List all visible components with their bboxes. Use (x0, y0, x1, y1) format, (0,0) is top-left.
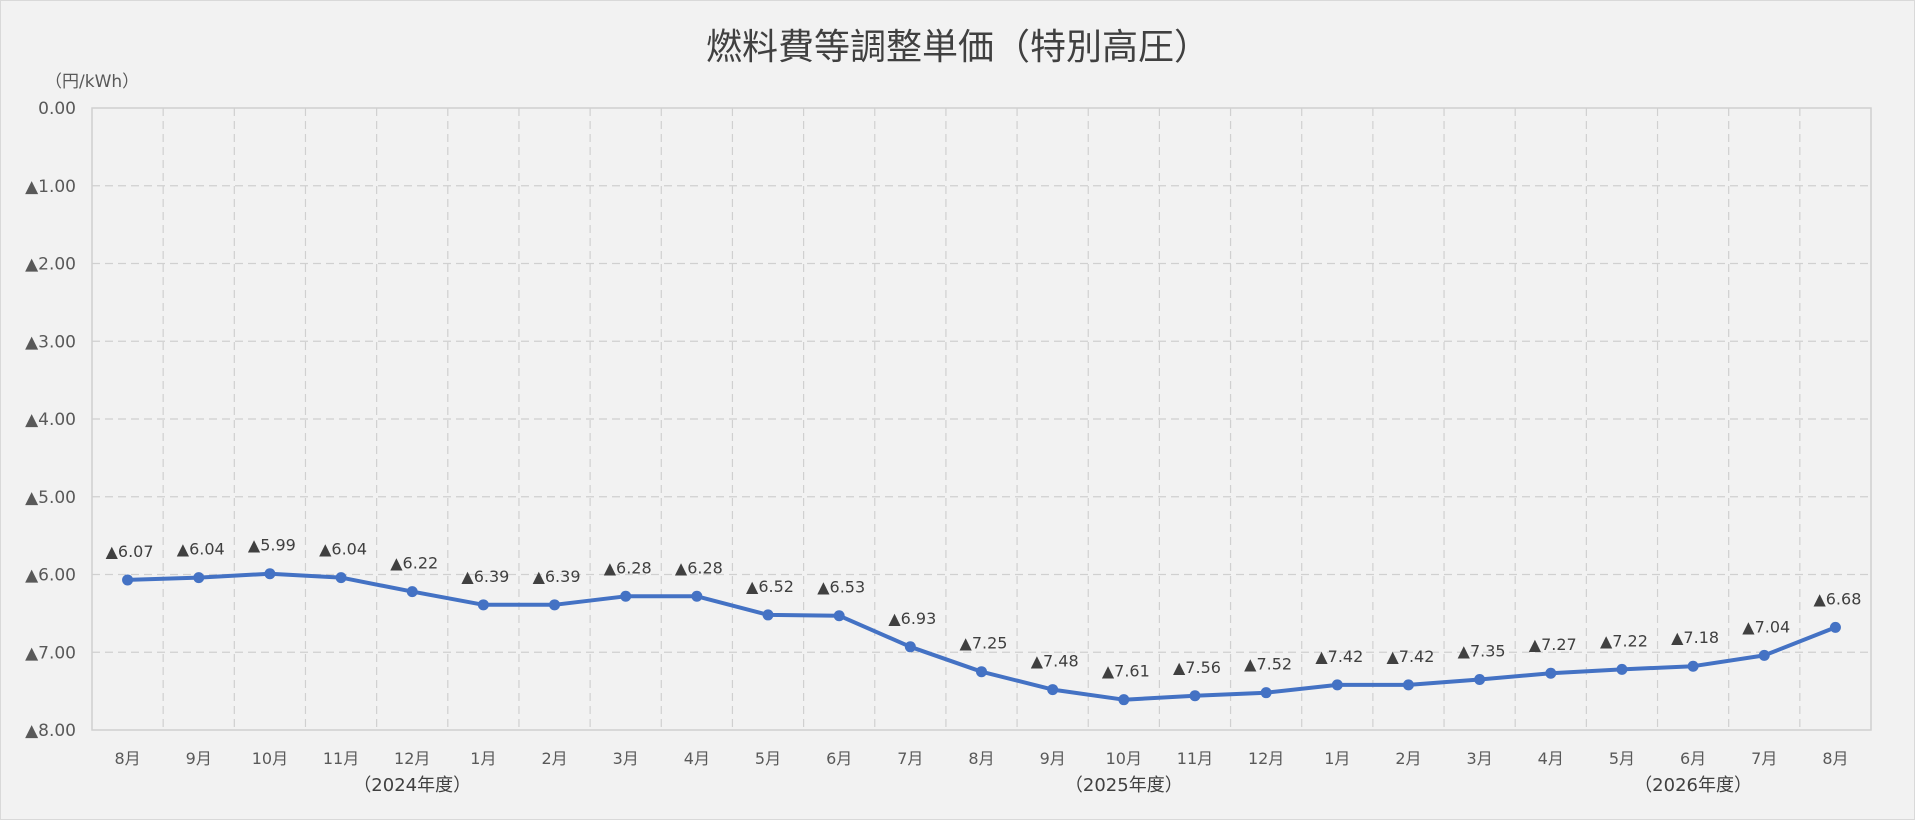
data-label: ▲7.35 (1458, 641, 1506, 660)
data-label: ▲6.28 (604, 558, 652, 577)
data-label: ▲6.28 (675, 558, 723, 577)
data-point (904, 641, 916, 653)
grid (92, 108, 1871, 730)
x-tick-label: 4月 (1538, 749, 1564, 768)
data-label: ▲7.25 (960, 634, 1008, 653)
data-point (122, 574, 134, 586)
y-tick-label: ▲5.00 (25, 488, 76, 508)
data-label: ▲7.42 (1386, 647, 1434, 666)
data-point (1260, 687, 1272, 699)
data-point (833, 610, 845, 622)
data-label: ▲5.99 (248, 536, 296, 555)
x-tick-label: 10月 (1106, 749, 1142, 768)
data-label: ▲7.22 (1600, 631, 1648, 650)
data-label: ▲6.93 (888, 609, 936, 628)
data-label: ▲6.53 (817, 578, 865, 597)
data-point (335, 572, 347, 584)
data-label: ▲7.56 (1173, 658, 1221, 677)
data-label: ▲7.27 (1529, 635, 1577, 654)
y-tick-label: ▲3.00 (25, 332, 76, 352)
data-point (976, 666, 987, 678)
x-tick-label: 8月 (968, 749, 994, 768)
y-tick-label: 0.00 (38, 99, 76, 119)
x-tick-label: 7月 (897, 749, 923, 768)
x-tick-label: 12月 (1248, 749, 1284, 768)
series (122, 568, 1841, 706)
x-tick-label: 2月 (1395, 749, 1421, 768)
data-label: ▲7.04 (1742, 617, 1790, 636)
data-point (549, 599, 561, 611)
y-tick-label: ▲4.00 (25, 410, 76, 430)
y-tick-label: ▲8.00 (25, 721, 76, 741)
x-tick-label: 5月 (755, 749, 781, 768)
data-point (762, 609, 774, 621)
y-tick-label: ▲7.00 (25, 643, 76, 663)
x-axis-ticks: 8月 9月 10月 11月 12月 1月 2月 3月 4月 5月 6月 7月 8月 9月 10月 11月 12月… (114, 749, 1848, 768)
data-label: ▲6.39 (461, 567, 509, 586)
x-tick-label: 11月 (1177, 749, 1213, 768)
y-tick-label: ▲2.00 (25, 255, 76, 275)
data-point (1545, 667, 1557, 679)
data-point (1758, 649, 1770, 661)
x-tick-label: 5月 (1609, 749, 1635, 768)
x-tick-label: 1月 (470, 749, 496, 768)
data-label: ▲6.22 (390, 554, 438, 573)
y-tick-label: ▲1.00 (25, 177, 76, 197)
x-tick-label: 1月 (1324, 749, 1350, 768)
x-tick-label: 11月 (323, 749, 359, 768)
data-label: ▲6.68 (1813, 589, 1861, 608)
data-point (193, 572, 205, 584)
plot-area-frame (91, 107, 1872, 731)
data-point (406, 586, 418, 598)
y-axis-ticks: 0.00 ▲1.00 ▲2.00 ▲3.00 ▲4.00 ▲5.00 ▲6.00 ▲7.00 ▲… (25, 99, 76, 741)
data-label: ▲7.61 (1102, 662, 1150, 681)
data-label: ▲7.18 (1671, 628, 1719, 647)
x-tick-label: 12月 (394, 749, 430, 768)
data-label: ▲6.52 (746, 577, 794, 596)
data-point (1331, 679, 1343, 691)
data-point (620, 590, 632, 602)
x-tick-label: 8月 (114, 749, 140, 768)
x-tick-label: 4月 (684, 749, 710, 768)
x-tick-label: 2月 (541, 749, 567, 768)
fiscal-year-labels: （2024年度） （2025年度） （2026年度） (353, 775, 1752, 796)
data-label: ▲6.39 (533, 567, 581, 586)
x-tick-label: 3月 (1467, 749, 1493, 768)
x-tick-label: 7月 (1751, 749, 1777, 768)
data-point (1047, 684, 1059, 696)
data-point (1829, 621, 1841, 633)
data-label: ▲7.42 (1315, 647, 1363, 666)
fiscal-year-label: （2025年度） (1065, 775, 1183, 796)
data-point (1474, 673, 1486, 685)
x-tick-label: 6月 (826, 749, 852, 768)
x-tick-label: 3月 (613, 749, 639, 768)
data-point (264, 568, 276, 580)
data-point (691, 590, 703, 602)
x-tick-label: 9月 (1040, 749, 1066, 768)
data-point (1118, 694, 1130, 706)
data-point (1687, 660, 1699, 672)
data-point (1402, 679, 1414, 691)
y-tick-label: ▲6.00 (25, 566, 76, 586)
data-point (477, 599, 489, 611)
x-tick-label: 8月 (1822, 749, 1848, 768)
chart-title: 燃料費等調整単価（特別高圧） (706, 27, 1210, 68)
data-point (1189, 690, 1201, 702)
x-tick-label: 9月 (186, 749, 212, 768)
data-point (1616, 663, 1628, 675)
y-axis-unit-label: （円/kWh） (45, 72, 139, 92)
fiscal-year-label: （2026年度） (1634, 775, 1752, 796)
data-label: ▲7.52 (1244, 655, 1292, 674)
data-label: ▲7.48 (1031, 652, 1079, 671)
data-label: ▲6.04 (319, 540, 367, 559)
data-label: ▲6.07 (106, 542, 154, 561)
x-tick-label: 6月 (1680, 749, 1706, 768)
fiscal-year-label: （2024年度） (353, 775, 471, 796)
x-tick-label: 10月 (252, 749, 288, 768)
data-labels: ▲6.07 ▲6.04 ▲5.99 ▲6.04 ▲6.22 ▲6.39 ▲6.39 ▲6.28… (106, 536, 1862, 681)
data-label: ▲6.04 (177, 540, 225, 559)
